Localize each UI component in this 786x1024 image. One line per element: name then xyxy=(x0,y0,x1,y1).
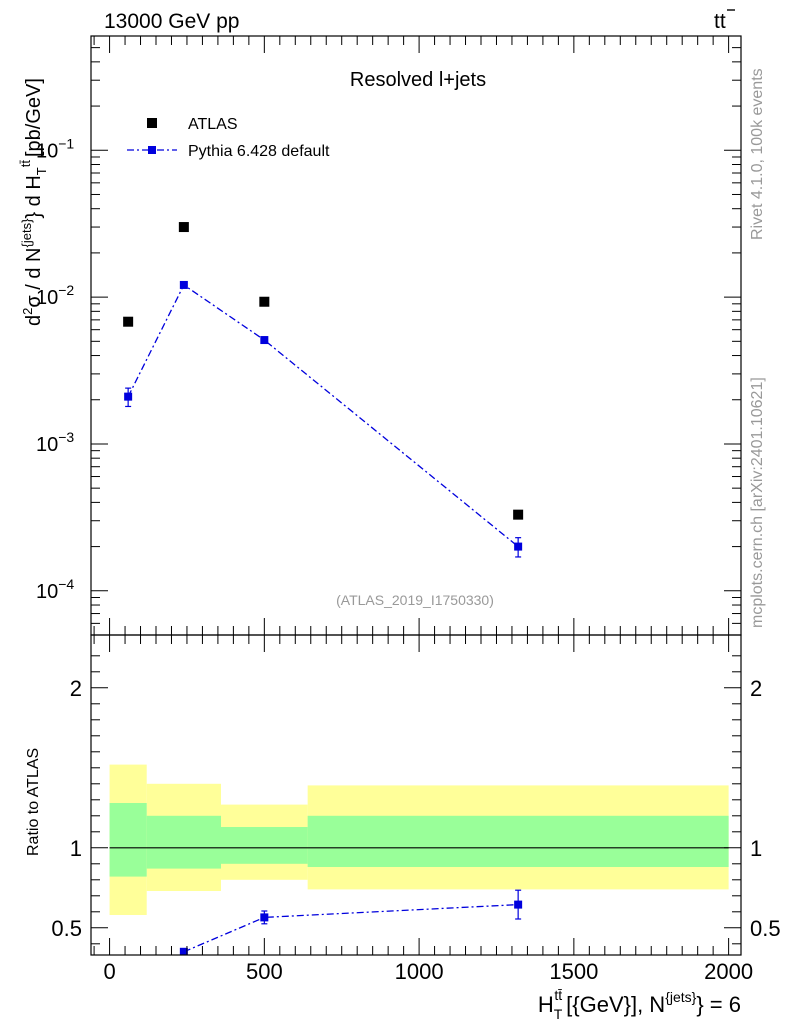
band-inner-bin xyxy=(221,827,308,864)
x-tick-label: 500 xyxy=(246,959,283,984)
band-inner-bin xyxy=(146,815,221,869)
main-y-tick-labels: 10−1 10−2 10−3 10−4 xyxy=(36,135,74,603)
mc-point xyxy=(124,392,133,401)
legend-atlas-marker xyxy=(147,118,157,128)
ratio-plot-frame xyxy=(90,634,742,956)
legend-pythia-marker xyxy=(148,146,156,154)
ratio-y-tick-label-right: 1 xyxy=(750,836,762,861)
atlas-point xyxy=(513,509,524,520)
x-tick-label: 2000 xyxy=(704,959,753,984)
band-inner-bin xyxy=(109,803,147,877)
ratio-y-tick-label: 1 xyxy=(70,836,82,861)
x-tick-label: 1500 xyxy=(549,959,598,984)
x-tick-label: 0 xyxy=(103,959,115,984)
mc-data-points xyxy=(124,280,523,551)
analysis-id: (ATLAS_2019_I1750330) xyxy=(336,592,494,608)
main-y-axis-label: d2σ / d N{jets}} d HTtt̄[pb/GeV] xyxy=(18,78,49,326)
ratio-mc-point xyxy=(179,947,188,955)
main-y-tick-label: 10−1 xyxy=(36,135,74,162)
main-y-tick-label: 10−4 xyxy=(36,576,74,603)
ratio-mc-point xyxy=(514,900,523,909)
mc-point xyxy=(260,336,269,345)
main-y-tick-label: 10−3 xyxy=(36,429,74,456)
x-axis-label: HTtt̄ [{GeV}], N{jets}} = 6 xyxy=(538,987,741,1022)
ratio-panel: 0.5 0.5 1 1 2 2 0 500 1000 1500 2000 Ratio to ATL… xyxy=(25,634,781,1022)
main-panel: 10−1 10−2 10−3 10−4 Resolved l+jets ATLAS P… xyxy=(18,35,742,636)
energy-label: 13000 GeV pp xyxy=(104,10,239,33)
ratio-y-tick-labels: 0.5 0.5 1 1 2 2 xyxy=(51,676,780,941)
atlas-point xyxy=(259,296,270,307)
main-axis-ticks xyxy=(91,36,741,636)
mc-error-bars xyxy=(125,282,522,558)
legend-pythia-label: Pythia 6.428 default xyxy=(188,143,330,160)
ratio-mc-line xyxy=(183,903,519,953)
x-tick-label: 1000 xyxy=(395,959,444,984)
ratio-mc-point xyxy=(260,913,269,922)
atlas-data-points xyxy=(123,222,524,520)
ratio-y-axis-label: Ratio to ATLAS xyxy=(25,748,42,856)
ratio-y-tick-label-right: 2 xyxy=(750,676,762,701)
atlas-point xyxy=(178,222,189,233)
ratio-y-tick-label: 0.5 xyxy=(51,916,82,941)
main-y-tick-label: 10−2 xyxy=(36,282,74,309)
process-label: tt xyxy=(714,10,726,33)
mc-point xyxy=(514,542,523,551)
ratio-axis-ticks xyxy=(91,635,741,955)
legend-atlas-label: ATLAS xyxy=(188,116,238,133)
mcplots-label: mcplots.cern.ch [arXiv:2401.10621] xyxy=(749,377,766,628)
atlas-point xyxy=(123,316,134,327)
x-tick-labels: 0 500 1000 1500 2000 xyxy=(103,959,753,984)
ratio-mc-points xyxy=(179,900,523,955)
mc-point xyxy=(179,280,188,289)
rivet-label: Rivet 4.1.0, 100k events xyxy=(749,68,766,240)
ratio-y-tick-label-right: 0.5 xyxy=(750,916,781,941)
mc-series-line xyxy=(127,283,519,548)
band-inner-bin xyxy=(307,815,729,867)
uncertainty-band-inner xyxy=(109,803,729,877)
legend-title: Resolved l+jets xyxy=(350,69,486,91)
ratio-mc-error-bars xyxy=(180,889,522,955)
ratio-y-tick-label: 2 xyxy=(70,676,82,701)
